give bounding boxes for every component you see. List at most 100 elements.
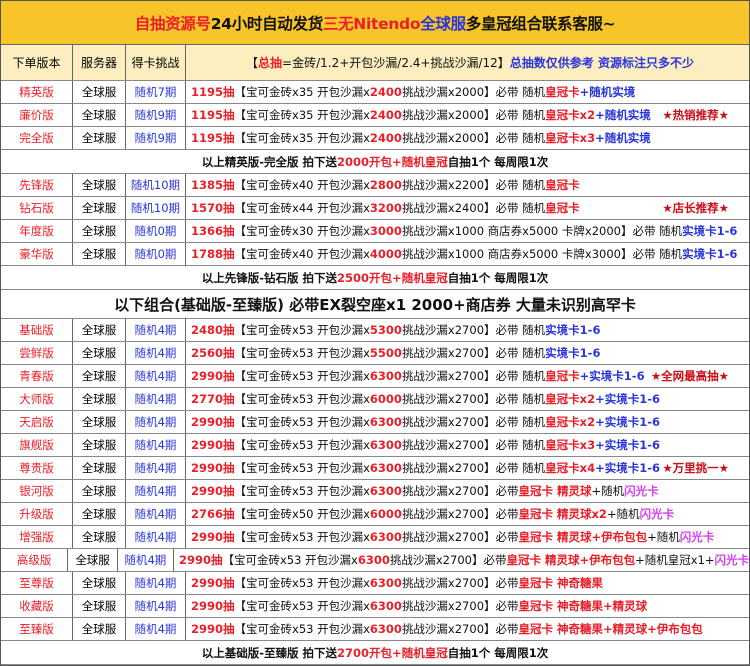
version-cell: 先锋版 xyxy=(1,174,73,196)
text-segment: 皇冠卡 神奇糖果+精灵球+伊布包包 xyxy=(518,622,703,636)
text-segment: 总抽数仅供参考 资源标注只多不少 xyxy=(509,56,694,70)
server-cell: 全球服 xyxy=(73,104,126,126)
text-segment: 【宝可金砖x53 开包沙漏x xyxy=(234,369,370,383)
table-row: 银河版 全球服 随机4期 2990抽 【宝可金砖x53 开包沙漏x 6300 挑战沙漏x2… xyxy=(1,480,749,503)
text-segment: 【宝可金砖x53 开包沙漏x xyxy=(234,323,370,337)
text-segment: 挑战沙漏x2700】必带 xyxy=(401,484,519,498)
detail-cell: 1788抽 【宝可金砖x40 开包沙漏x 4000 挑战沙漏x1000 商店券x50… xyxy=(186,243,749,265)
table-row: 增强版 全球服 随机4期 2990抽 【宝可金砖x53 开包沙漏x 6300 挑战沙漏x2… xyxy=(1,526,749,549)
text-segment: 2990抽 xyxy=(191,461,235,475)
text-segment: 闪光卡 xyxy=(714,553,750,567)
text-segment: 挑战沙漏x2700】必带 随机 xyxy=(401,392,546,406)
server-cell: 全球服 xyxy=(73,127,126,149)
text-segment: +随机实境 xyxy=(595,108,651,122)
text-segment: 挑战沙漏x2700】必带 随机 xyxy=(401,323,546,337)
text-segment: 闪光卡 xyxy=(624,484,659,498)
version-cell: 完全版 xyxy=(1,127,73,149)
detail-cell: 2990抽 【宝可金砖x53 开包沙漏x 6300 挑战沙漏x2700】必带 随机皇… xyxy=(186,457,749,479)
period-cell: 随机4期 xyxy=(126,319,186,341)
server-cell: 全球服 xyxy=(73,174,126,196)
text-segment: 2000开包+随机皇冠 xyxy=(337,154,448,169)
text-segment: 1366抽 xyxy=(191,224,235,238)
table-row: 完全版 全球服 随机9期 1195抽 【宝可金砖x35 开包沙漏x 2400 挑战沙漏x2… xyxy=(1,127,749,150)
server-cell: 全球服 xyxy=(73,81,126,103)
text-segment: 2990抽 xyxy=(191,622,235,636)
recommend-badge: ★热销推荐★ xyxy=(662,108,729,122)
text-segment: 6300 xyxy=(369,576,402,590)
version-cell: 至尊版 xyxy=(1,572,73,594)
text-segment: 6000 xyxy=(369,507,402,521)
period-cell: 随机4期 xyxy=(126,526,186,548)
text-segment: 挑战沙漏x2700】必带 随机 xyxy=(401,346,546,360)
period-cell: 随机4期 xyxy=(126,595,186,617)
period-cell: 随机10期 xyxy=(126,197,186,219)
version-cell: 天启版 xyxy=(1,411,73,433)
server-cell: 全球服 xyxy=(73,342,126,364)
text-segment: 3000 xyxy=(369,224,402,238)
text-segment: 实境卡1-6 xyxy=(545,346,601,360)
detail-cell: 1570抽 【宝可金砖x44 开包沙漏x 3200 挑战沙漏x2400】必带 随机皇… xyxy=(186,197,749,219)
detail-cell: 2990抽 【宝可金砖x53 开包沙漏x 6300 挑战沙漏x2700】必带 皇冠卡… xyxy=(186,618,749,640)
version-cell: 尊贵版 xyxy=(1,457,73,479)
text-segment: +实境卡1-6 xyxy=(595,461,661,475)
detail-cell: 1195抽 【宝可金砖x35 开包沙漏x 2400 挑战沙漏x2000】必带 随机皇… xyxy=(186,104,749,126)
text-segment: 挑战沙漏x2700】必带 随机 xyxy=(401,415,546,429)
text-segment: 皇冠卡x2 xyxy=(545,392,596,406)
text-segment: 2480抽 xyxy=(191,323,235,337)
text-segment: 2990抽 xyxy=(191,599,235,613)
text-segment: =金砖/1.2+开包沙漏/2.4+挑战沙漏/12】 xyxy=(282,56,510,70)
text-segment: 挑战沙漏x2700】必带 随机 xyxy=(401,369,546,383)
server-cell: 全球服 xyxy=(73,243,126,265)
text-segment: 闪光卡 xyxy=(679,530,715,544)
banner-title: 自抽资源号 24小时自动发货 三无Nitendo 全球服 多皇冠组合联系客服~ xyxy=(1,1,749,45)
text-segment: 挑战沙漏x2700】必带 xyxy=(401,576,519,590)
detail-cell: 2766抽 【宝可金砖x50 开包沙漏x 6000 挑战沙漏x2700】必带 皇冠卡… xyxy=(186,503,749,525)
text-segment: 挑战沙漏x2700】必带 随机 xyxy=(401,461,546,475)
text-segment: 2500开包+随机皇冠 xyxy=(337,270,448,285)
text-segment: 皇冠卡x3 xyxy=(545,131,596,145)
table-row: 大师版 全球服 随机4期 2770抽 【宝可金砖x53 开包沙漏x 6000 挑战沙漏x2… xyxy=(1,388,749,411)
server-cell: 全球服 xyxy=(73,319,126,341)
text-segment: +实境卡1-6 xyxy=(595,438,661,452)
table-row: 廉价版 全球服 随机9期 1195抽 【宝可金砖x35 开包沙漏x 2400 挑战沙漏x2… xyxy=(1,104,749,127)
text-segment: 【 xyxy=(246,56,259,70)
text-segment: 【宝可金砖x53 开包沙漏x xyxy=(234,599,370,613)
text-segment: 皇冠卡 神奇糖果+精灵球 xyxy=(518,599,648,613)
period-cell: 随机4期 xyxy=(126,503,186,525)
text-segment: 皇冠卡 xyxy=(545,178,580,192)
text-segment: 6300 xyxy=(369,438,402,452)
table-row: 先锋版 全球服 随机10期 1385抽 【宝可金砖x40 开包沙漏x 2800 挑战沙漏x… xyxy=(1,174,749,197)
table-header: 下单版本 服务器 得卡挑战 【总抽 =金砖/1.2+开包沙漏/2.4+挑战沙漏/1… xyxy=(1,45,749,81)
text-segment: 【宝可金砖x35 开包沙漏x xyxy=(234,85,370,99)
detail-cell: 1385抽 【宝可金砖x40 开包沙漏x 2800 挑战沙漏x2200】必带 随机皇… xyxy=(186,174,749,196)
text-segment: 闪光卡 xyxy=(639,507,675,521)
text-segment: 皇冠卡 精灵球 xyxy=(518,484,592,498)
text-segment: 2990抽 xyxy=(191,369,235,383)
server-cell: 全球服 xyxy=(73,457,126,479)
recommend-badge: ★全网最高抽★ xyxy=(650,369,729,383)
header-formula: 【总抽 =金砖/1.2+开包沙漏/2.4+挑战沙漏/12】 总抽数仅供参考 资源标注… xyxy=(186,45,749,80)
period-cell: 随机4期 xyxy=(126,365,186,387)
version-cell: 基础版 xyxy=(1,319,73,341)
text-segment: 全球服 xyxy=(420,14,466,33)
recommend-badge: ★店长推荐★ xyxy=(662,201,729,215)
text-segment: +随机皇冠x1+ xyxy=(635,553,715,567)
server-cell: 全球服 xyxy=(73,220,126,242)
period-cell: 随机4期 xyxy=(126,411,186,433)
detail-cell: 2990抽 【宝可金砖x53 开包沙漏x 6300 挑战沙漏x2700】必带 随机皇… xyxy=(186,434,749,456)
server-cell: 全球服 xyxy=(73,572,126,594)
period-cell: 随机4期 xyxy=(126,480,186,502)
text-segment: 【宝可金砖x53 开包沙漏x xyxy=(234,576,370,590)
text-segment: 自抽资源号 xyxy=(134,14,211,33)
text-segment: 皇冠卡 精灵球+伊布包包 xyxy=(506,553,636,567)
version-cell: 年度版 xyxy=(1,220,73,242)
table-row: 升级版 全球服 随机4期 2766抽 【宝可金砖x50 开包沙漏x 6000 挑战沙漏x2… xyxy=(1,503,749,526)
text-segment: 1385抽 xyxy=(191,178,235,192)
text-segment: 以上先锋版-钻石版 拍下送 xyxy=(201,270,338,285)
text-segment: +随机 xyxy=(591,484,625,498)
text-segment: 1195抽 xyxy=(191,131,235,145)
text-segment: 皇冠卡x2 xyxy=(545,108,596,122)
text-segment: 1195抽 xyxy=(191,108,235,122)
text-segment: 实境卡1-6 xyxy=(682,247,738,261)
text-segment: 2400 xyxy=(369,131,402,145)
